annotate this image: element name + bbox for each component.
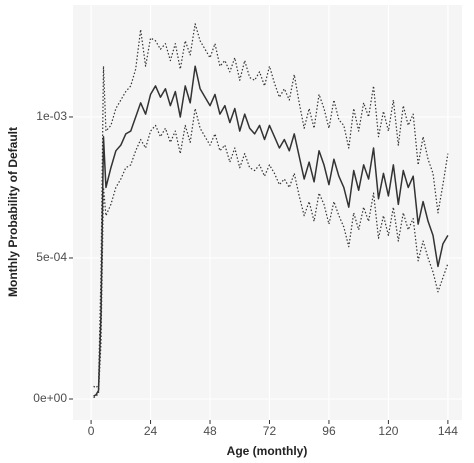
- confidence-line: [93, 23, 449, 389]
- x-tick-label: 72: [263, 424, 277, 438]
- confidence-line: [93, 107, 449, 399]
- y-tick-label: 1e-03: [36, 109, 67, 123]
- x-tick-label: 48: [203, 424, 217, 438]
- y-tick-label: 5e-04: [36, 250, 67, 264]
- x-tick-label: 144: [438, 424, 458, 438]
- x-tick-label: 96: [322, 424, 336, 438]
- x-axis-title: Age (monthly): [227, 444, 308, 458]
- x-tick-label: 24: [144, 424, 158, 438]
- y-tick-label: 0e+00: [33, 391, 67, 405]
- y-axis-title: Monthly Probability of Default: [6, 127, 20, 297]
- x-tick-label: 0: [88, 424, 95, 438]
- data-line: [93, 65, 449, 397]
- x-tick-label: 120: [378, 424, 398, 438]
- plot-panel: [73, 5, 462, 420]
